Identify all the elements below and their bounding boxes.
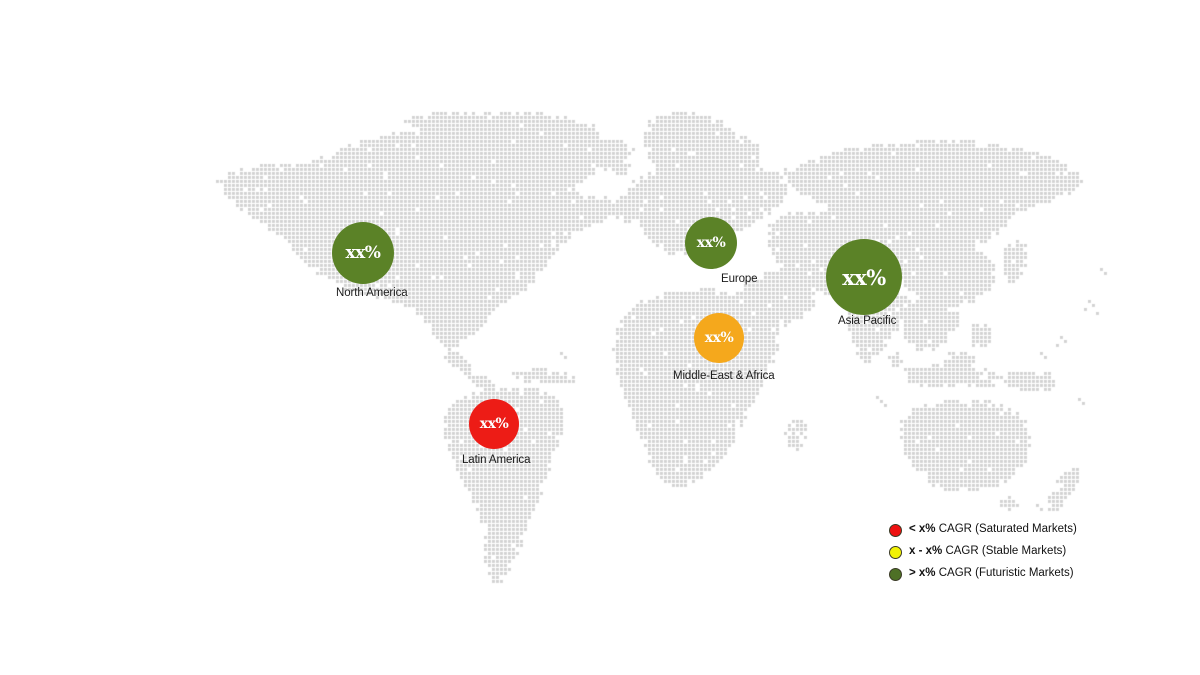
legend-range-1: x - x% — [909, 545, 943, 558]
legend-range-0: < x% — [909, 523, 936, 536]
legend-label-0: < x% CAGR (Saturated Markets) — [909, 524, 1077, 536]
bubble-middle-east-and-africa[interactable]: xx% — [694, 313, 744, 363]
bubble-value-europe: xx% — [696, 235, 726, 251]
region-label-middle-east-and-africa: Middle-East & Africa — [673, 370, 775, 382]
legend-category-2: CAGR (Futuristic Markets) — [935, 567, 1074, 580]
bubble-value-asia-pacific: xx% — [842, 264, 886, 290]
legend-row-2[interactable]: > x% CAGR (Futuristic Markets) — [889, 563, 1189, 585]
region-label-asia-pacific: Asia Pacific — [838, 315, 897, 327]
bubble-asia-pacific[interactable]: xx% — [826, 239, 902, 315]
bubble-value-north-america: xx% — [345, 242, 381, 263]
legend-row-1[interactable]: x - x% CAGR (Stable Markets) — [889, 541, 1189, 563]
bubble-latin-america[interactable]: xx% — [469, 399, 519, 449]
region-label-latin-america: Latin America — [462, 454, 531, 466]
legend-range-2: > x% — [909, 567, 936, 580]
yellow-circle-icon — [889, 545, 902, 559]
legend-label-1: x - x% CAGR (Stable Markets) — [909, 546, 1066, 558]
region-label-north-america: North America — [336, 287, 408, 299]
region-label-europe: Europe — [721, 273, 758, 285]
legend-label-2: > x% CAGR (Futuristic Markets) — [909, 568, 1074, 580]
bubble-value-latin-america: xx% — [479, 416, 509, 432]
legend-row-0[interactable]: < x% CAGR (Saturated Markets) — [889, 519, 1189, 541]
bubble-europe[interactable]: xx% — [685, 217, 737, 269]
bubble-north-america[interactable]: xx% — [332, 222, 394, 284]
green-circle-icon — [889, 567, 902, 581]
legend-category-0: CAGR (Saturated Markets) — [935, 523, 1077, 536]
legend-category-1: CAGR (Stable Markets) — [942, 545, 1067, 558]
bubble-value-middle-east-and-africa: xx% — [704, 330, 734, 346]
red-circle-icon — [889, 523, 902, 537]
legend: < x% CAGR (Saturated Markets) x - x% CAGR… — [889, 519, 1189, 585]
